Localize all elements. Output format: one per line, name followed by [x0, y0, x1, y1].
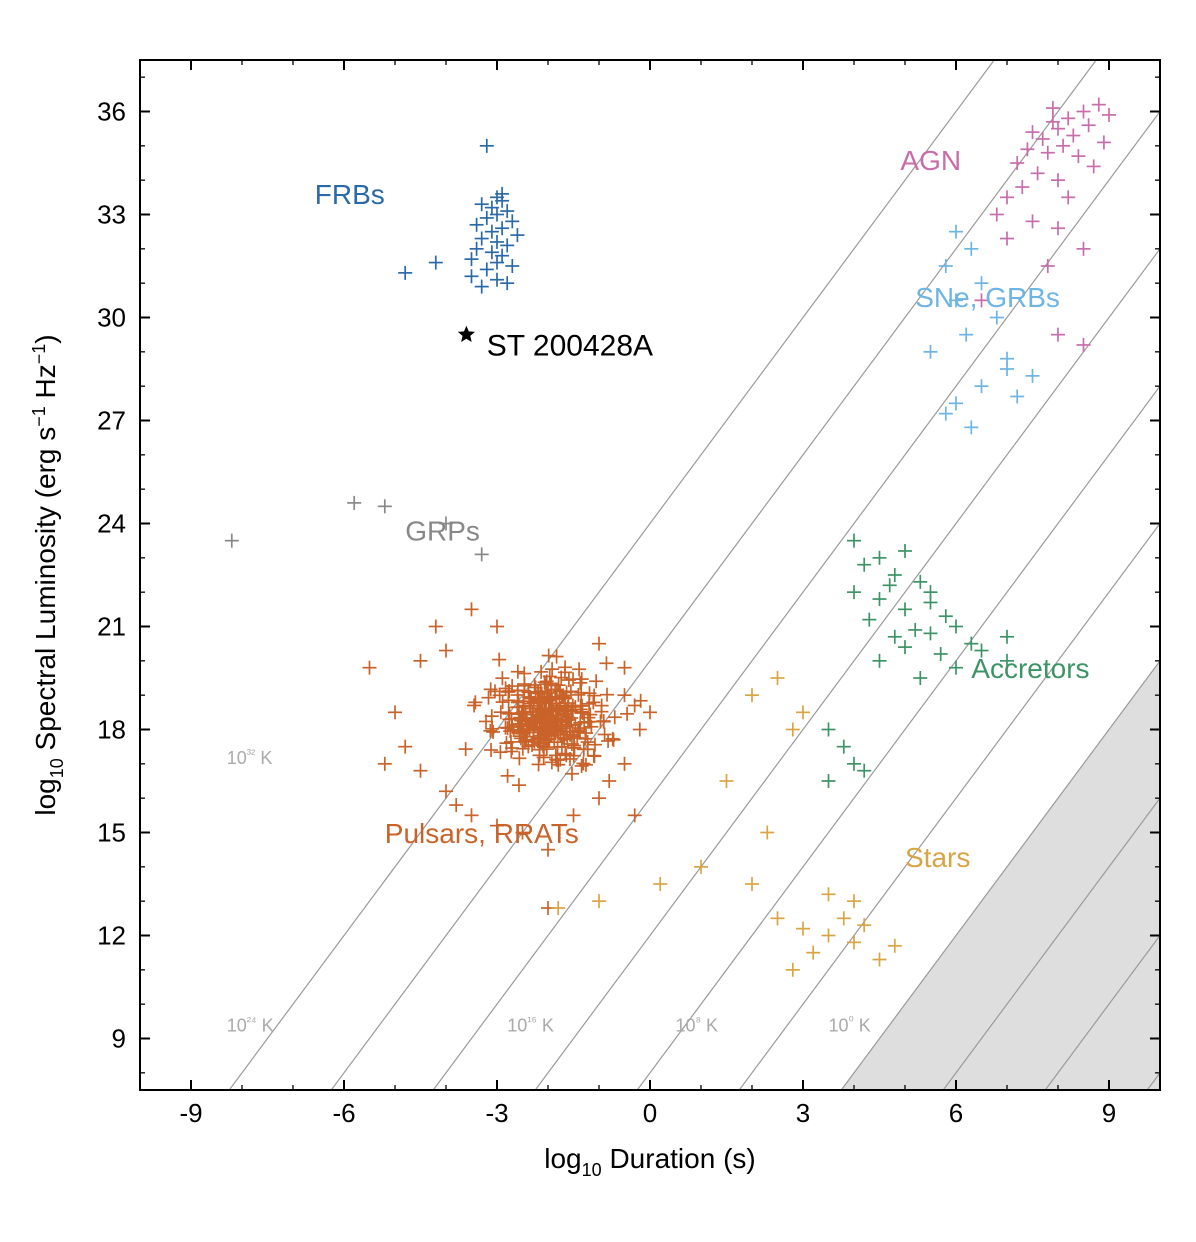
chart-container: 10⁰ K10⁸ K10¹⁶ K10²⁴ K10³² KST 200428AFR… — [0, 0, 1196, 1242]
category-label: AGN — [900, 145, 961, 176]
y-tick-label: 24 — [97, 509, 126, 539]
category-label: FRBs — [315, 179, 385, 210]
x-tick-label: 0 — [643, 1098, 657, 1128]
y-tick-label: 27 — [97, 406, 126, 436]
y-tick-label: 36 — [97, 97, 126, 127]
y-tick-label: 15 — [97, 818, 126, 848]
x-tick-label: 3 — [796, 1098, 810, 1128]
x-tick-label: 9 — [1102, 1098, 1116, 1128]
y-tick-label: 30 — [97, 303, 126, 333]
y-tick-label: 9 — [112, 1024, 126, 1054]
category-label: GRPs — [405, 516, 480, 547]
x-tick-label: -9 — [179, 1098, 202, 1128]
scatter-chart: 10⁰ K10⁸ K10¹⁶ K10²⁴ K10³² KST 200428AFR… — [0, 0, 1196, 1242]
y-tick-label: 12 — [97, 921, 126, 951]
category-label: Accretors — [971, 653, 1089, 684]
category-label: Pulsars, RRATs — [385, 818, 579, 849]
x-tick-label: -6 — [332, 1098, 355, 1128]
y-tick-label: 33 — [97, 200, 126, 230]
category-label: SNe, GRBs — [915, 282, 1060, 313]
x-tick-label: 6 — [949, 1098, 963, 1128]
y-tick-label: 18 — [97, 715, 126, 745]
category-label: Stars — [905, 842, 970, 873]
y-tick-label: 21 — [97, 612, 126, 642]
special-point-label: ST 200428A — [487, 329, 653, 362]
x-tick-label: -3 — [485, 1098, 508, 1128]
